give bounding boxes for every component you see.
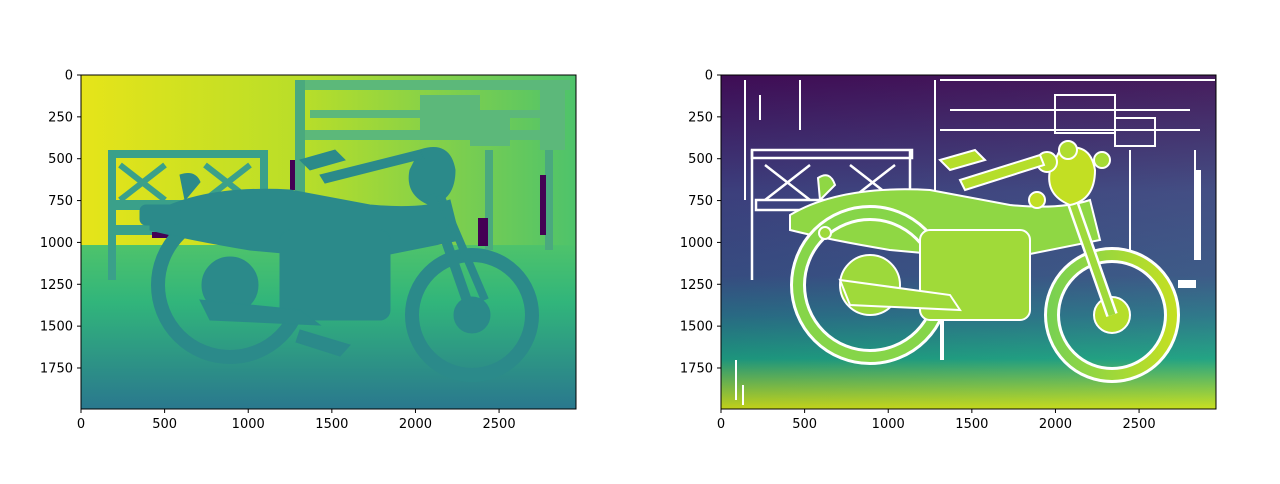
- left-y-tick-label: 750: [48, 194, 73, 209]
- right-x-tick-label: 0: [717, 417, 725, 432]
- left-x-tick-label: 2500: [483, 417, 516, 432]
- right-y-tick-label: 0: [705, 69, 713, 84]
- right-y-tick-label: 500: [688, 152, 713, 167]
- left-y-tick-label: 500: [48, 152, 73, 167]
- left-image: [81, 75, 576, 409]
- left-y-tick-label: 1250: [40, 278, 73, 293]
- left-y-tick-label: 250: [48, 110, 73, 125]
- left-x-tick-label: 0: [77, 417, 85, 432]
- right-x-tick-label: 500: [792, 417, 817, 432]
- left-y-tick-label: 1750: [40, 361, 73, 376]
- left-x-tick-label: 1000: [232, 417, 265, 432]
- left-image-panel: 0 500 1000 1500 2000 2500 0 250 500 750 1000 1250 1…: [40, 69, 577, 432]
- right-image: [721, 75, 1216, 409]
- right-y-tick-label: 750: [688, 194, 713, 209]
- left-y-tick-label: 0: [65, 69, 73, 84]
- right-x-tick-label: 2500: [1123, 417, 1156, 432]
- left-shelf: [295, 80, 570, 250]
- left-motorcycle: [139, 147, 539, 382]
- right-y-tick-label: 250: [688, 110, 713, 125]
- left-y-tick-label: 1500: [40, 320, 73, 335]
- right-image-panel: 0 500 1000 1500 2000 2500 0 250 500 750 1000 1250 1…: [680, 69, 1217, 432]
- right-y-tick-label: 1250: [680, 278, 713, 293]
- left-y-tick-label: 1000: [40, 236, 73, 251]
- left-x-tick-label: 1500: [315, 417, 348, 432]
- right-missing-pixels: [735, 170, 1201, 405]
- right-motorcycle: [789, 140, 1180, 383]
- right-y-axis: 0 250 500 750 1000 1250 1500 1750: [680, 69, 721, 376]
- right-x-axis: 0 500 1000 1500 2000 2500: [717, 409, 1156, 432]
- right-y-tick-label: 1000: [680, 236, 713, 251]
- right-x-tick-label: 1000: [872, 417, 905, 432]
- left-x-tick-label: 500: [152, 417, 177, 432]
- right-y-tick-label: 1500: [680, 320, 713, 335]
- right-x-tick-label: 1500: [955, 417, 988, 432]
- left-x-axis: 0 500 1000 1500 2000 2500: [77, 409, 516, 432]
- right-x-tick-label: 2000: [1039, 417, 1072, 432]
- left-y-axis: 0 250 500 750 1000 1250 1500 1750: [40, 69, 81, 376]
- right-shelf: [744, 79, 1215, 260]
- left-x-tick-label: 2000: [399, 417, 432, 432]
- right-y-tick-label: 1750: [680, 361, 713, 376]
